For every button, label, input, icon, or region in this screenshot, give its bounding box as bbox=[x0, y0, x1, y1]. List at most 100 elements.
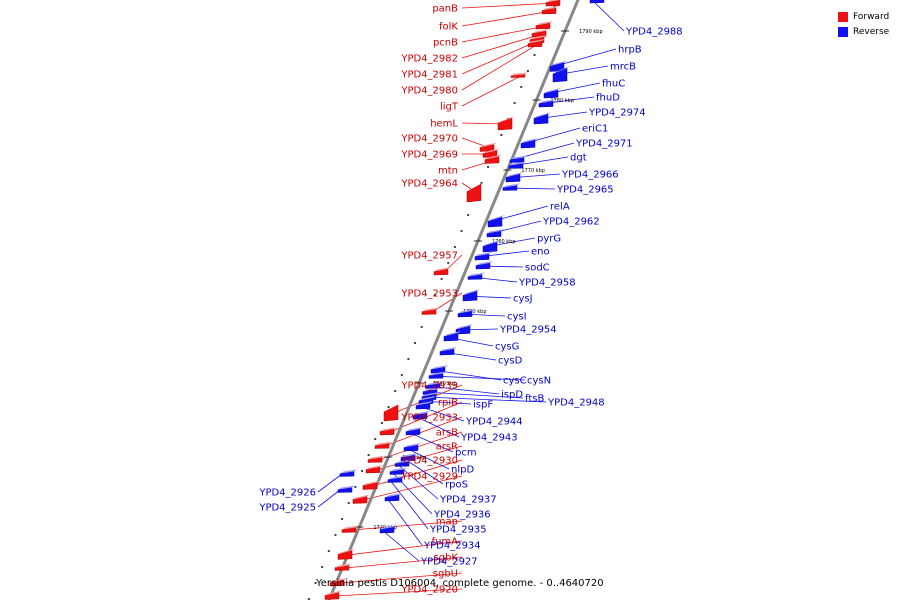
backbone-dot bbox=[347, 502, 350, 504]
forward-gene-feature-top bbox=[467, 182, 484, 192]
forward-gene-feature bbox=[362, 482, 378, 490]
reverse-gene-feature-top bbox=[422, 392, 439, 397]
forward-gene-feature bbox=[334, 565, 350, 571]
backbone-dot bbox=[407, 358, 410, 360]
reverse-gene-label: relA bbox=[550, 202, 570, 213]
reverse-gene-feature-top bbox=[475, 252, 492, 257]
reverse-gene-feature-top bbox=[444, 331, 461, 337]
reverse-leader-29 bbox=[414, 415, 460, 438]
backbone-dot bbox=[433, 294, 436, 296]
reverse-gene-label: cysC bbox=[503, 376, 527, 387]
backbone-dot bbox=[460, 230, 463, 232]
forward-gene-label: YPD4_2970 bbox=[400, 134, 458, 145]
forward-gene-label: mtn bbox=[438, 166, 458, 177]
forward-gene-feature bbox=[421, 309, 437, 315]
forward-leader-20 bbox=[362, 475, 463, 501]
forward-gene-feature-top bbox=[380, 427, 397, 432]
reverse-gene-feature-top bbox=[416, 401, 433, 406]
reverse-gene-feature-top bbox=[550, 60, 567, 67]
reverse-gene-feature bbox=[425, 383, 441, 389]
forward-gene-feature bbox=[341, 527, 357, 533]
reverse-gene-feature-top bbox=[431, 365, 448, 370]
forward-leader-0 bbox=[461, 2, 557, 9]
reverse-gene-feature-top bbox=[456, 324, 473, 330]
forward-leader-6 bbox=[461, 75, 522, 107]
forward-gene-label: YPD4_2920 bbox=[400, 585, 458, 596]
forward-gene-feature bbox=[497, 117, 513, 131]
reverse-gene-label: YPD4_2971 bbox=[575, 139, 633, 150]
scale-tick-label: 1770 kbp bbox=[521, 168, 545, 174]
forward-leader-13 bbox=[431, 292, 463, 313]
genome-caption: Yersinia pestis D106004, complete genome… bbox=[316, 578, 604, 589]
forward-gene-feature-top bbox=[498, 116, 515, 124]
reverse-gene-feature bbox=[412, 412, 428, 420]
reverse-gene-label: rpoS bbox=[445, 480, 468, 491]
reverse-gene-feature-top bbox=[503, 183, 520, 188]
forward-leader-24 bbox=[339, 572, 463, 584]
forward-gene-feature bbox=[352, 496, 368, 504]
forward-gene-label: ligT bbox=[440, 102, 459, 113]
backbone-dot bbox=[387, 406, 390, 408]
reverse-gene-label: YPD4_2937 bbox=[439, 495, 497, 506]
gene-labels: panB folK pcnB YPD4_2982 YPD4_2981 YPD4_2980l… bbox=[258, 4, 682, 596]
reverse-gene-label: YPD4_2974 bbox=[588, 108, 646, 119]
forward-gene-label: YPD4_2964 bbox=[400, 179, 458, 190]
reverse-gene-label: hrpB bbox=[618, 45, 642, 56]
forward-gene-feature-top bbox=[542, 6, 559, 11]
reverse-gene-label: cysD bbox=[498, 356, 523, 367]
forward-leader-4 bbox=[461, 39, 541, 75]
backbone-dot bbox=[334, 534, 337, 536]
reverse-gene-feature bbox=[403, 444, 419, 452]
reverse-gene-feature-top bbox=[458, 309, 475, 314]
forward-leader-1 bbox=[461, 10, 553, 27]
legend-forward-label: Forward bbox=[853, 11, 890, 22]
forward-gene-feature bbox=[433, 268, 449, 276]
reverse-gene-feature-top bbox=[385, 493, 402, 498]
reverse-gene-feature-top bbox=[340, 469, 357, 474]
forward-gene-feature-top bbox=[532, 29, 549, 34]
reverse-leader-23 bbox=[430, 375, 526, 381]
reverse-gene-feature-top bbox=[510, 155, 527, 160]
backbone-dot bbox=[440, 278, 443, 280]
reverse-gene-feature-top bbox=[488, 215, 505, 222]
forward-gene-label: YPD4_2930 bbox=[400, 456, 458, 467]
gene-features bbox=[324, 0, 605, 600]
backbone-dot bbox=[367, 454, 370, 456]
reverse-gene-feature bbox=[428, 373, 444, 379]
reverse-gene-label: sodC bbox=[525, 263, 550, 274]
forward-gene-label: fumA bbox=[432, 537, 459, 548]
forward-gene-feature-top bbox=[353, 494, 370, 500]
reverse-leader-39 bbox=[317, 489, 341, 508]
forward-gene-feature-top bbox=[485, 154, 502, 160]
reverse-gene-label: pcm bbox=[455, 448, 477, 459]
reverse-gene-feature bbox=[439, 348, 455, 356]
backbone-dot bbox=[327, 550, 330, 552]
reverse-leader-26 bbox=[423, 396, 547, 403]
forward-gene-feature-top bbox=[434, 267, 451, 272]
reverse-gene-feature-top bbox=[380, 525, 397, 530]
reverse-gene-label: fhuC bbox=[602, 79, 625, 90]
reverse-gene-label: cysG bbox=[495, 342, 519, 353]
reverse-gene-label: pyrG bbox=[537, 234, 561, 245]
backbone-dot bbox=[447, 262, 450, 264]
backbone-dot bbox=[314, 582, 317, 584]
reverse-gene-feature-top bbox=[553, 66, 570, 74]
forward-gene-label: YPD4_2969 bbox=[400, 150, 458, 161]
forward-gene-label: YPD4_2957 bbox=[400, 251, 458, 262]
reverse-gene-feature bbox=[339, 471, 355, 477]
reverse-gene-label: fhuD bbox=[596, 93, 620, 104]
forward-leader-16 bbox=[384, 416, 463, 447]
backbone-dot bbox=[480, 182, 483, 184]
backbone-dot bbox=[420, 326, 423, 328]
reverse-gene-feature bbox=[379, 526, 395, 534]
backbone-dot bbox=[467, 214, 470, 216]
reverse-gene-feature bbox=[443, 332, 459, 342]
forward-gene-feature-top bbox=[325, 590, 342, 596]
reverse-gene-label: ispD bbox=[501, 390, 523, 401]
reverse-gene-feature bbox=[475, 262, 491, 270]
forward-gene-label: YPD4_2982 bbox=[400, 54, 458, 65]
reverse-gene-feature-top bbox=[509, 161, 526, 166]
backbone-dot bbox=[354, 486, 357, 488]
